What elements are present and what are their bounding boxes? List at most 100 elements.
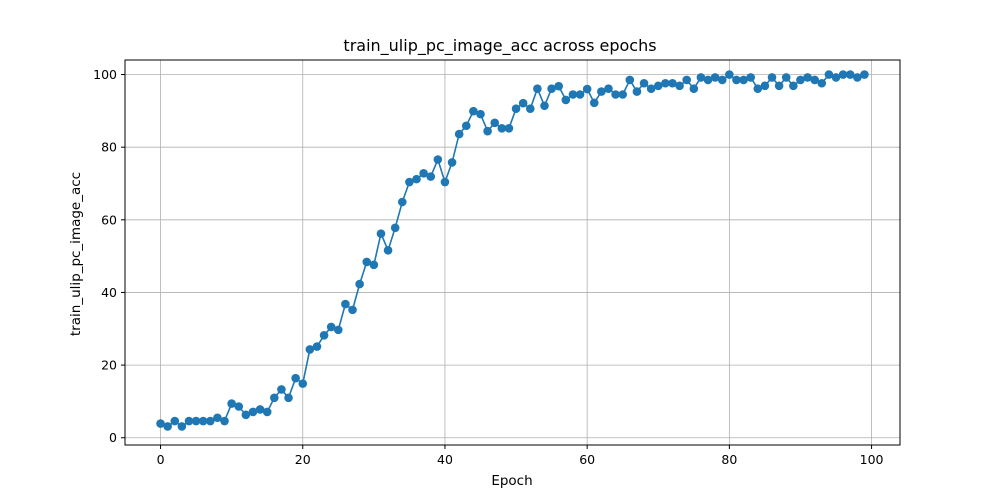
data-point [177,422,187,431]
data-point [803,73,812,82]
data-point [291,373,300,383]
data-point [860,70,869,79]
y-tick-label: 100 [93,67,117,82]
data-point [483,126,492,136]
x-tick-label: 20 [295,452,311,467]
data-point [191,416,201,426]
data-point [554,81,564,91]
data-point [653,81,663,91]
data-point [376,229,386,238]
data-point [419,169,428,178]
data-point [234,402,244,411]
x-tick-label: 40 [437,452,453,467]
data-point [525,104,535,113]
data-point [440,177,450,187]
data-point [696,73,706,82]
data-point [518,98,528,108]
data-point [447,158,457,167]
data-point [511,104,521,113]
data-point [298,379,308,388]
data-point [767,73,777,82]
data-point [625,75,635,85]
plot-frame [124,59,901,446]
data-point [341,299,350,309]
data-point [774,81,784,91]
data-point [476,109,485,119]
data-point [717,75,727,85]
data-point [675,81,684,91]
y-axis-ticks: 0 20 40 60 80 100 [93,67,125,445]
data-point [227,399,236,408]
data-point [668,78,677,88]
y-tick-label: 20 [101,358,117,373]
data-point [845,70,855,79]
data-point [270,393,279,403]
data-point [710,73,720,82]
data-point [213,413,222,423]
data-point [383,246,393,255]
chart-title: train_ulip_pc_image_acc across epochs [343,36,656,56]
data-point [732,75,741,85]
data-point [262,407,272,417]
data-point [561,95,571,105]
data-point [433,155,443,164]
grid-lines [125,60,900,445]
data-point [426,172,436,181]
data-points [156,70,869,431]
data-point [255,405,265,414]
data-point [789,81,798,91]
data-point [725,70,734,79]
data-point [661,78,670,88]
data-point [582,84,592,94]
data-point [369,260,379,270]
data-point [824,70,834,79]
x-tick-label: 80 [721,452,737,467]
data-point [533,84,542,93]
y-tick-label: 40 [101,285,117,300]
data-point [305,345,315,354]
data-point [746,73,755,82]
data-point [703,75,713,85]
data-point [810,75,819,85]
data-point [397,197,407,207]
data-point [284,393,293,403]
data-point [796,75,805,85]
data-point [405,177,414,187]
data-point [739,75,748,85]
data-point [198,416,208,426]
data-point [781,73,791,82]
data-point [853,73,862,82]
data-point [469,106,478,116]
data-point [589,98,599,108]
data-point [639,78,649,88]
y-axis-label: train_ulip_pc_image_acc [68,172,84,336]
data-point [241,410,251,420]
data-point [547,84,556,93]
data-point [355,279,364,289]
data-point [277,385,286,394]
data-point [604,84,613,93]
x-tick-label: 60 [579,452,595,467]
y-tick-label: 60 [101,212,117,227]
data-point [568,90,578,99]
data-point [689,84,699,93]
x-tick-label: 0 [157,452,165,467]
data-point [220,416,229,426]
data-point [646,84,656,93]
data-point [540,101,549,111]
y-tick-label: 80 [101,140,117,155]
data-point [248,407,258,417]
data-point [504,123,514,133]
data-point [817,78,827,88]
data-point [831,73,841,82]
data-point [611,90,620,99]
data-point [326,322,336,332]
data-point [412,174,421,184]
data-point [319,331,329,340]
data-point [632,87,642,96]
data-point [454,129,464,139]
y-tick-label: 0 [109,430,117,445]
data-point [163,422,172,431]
